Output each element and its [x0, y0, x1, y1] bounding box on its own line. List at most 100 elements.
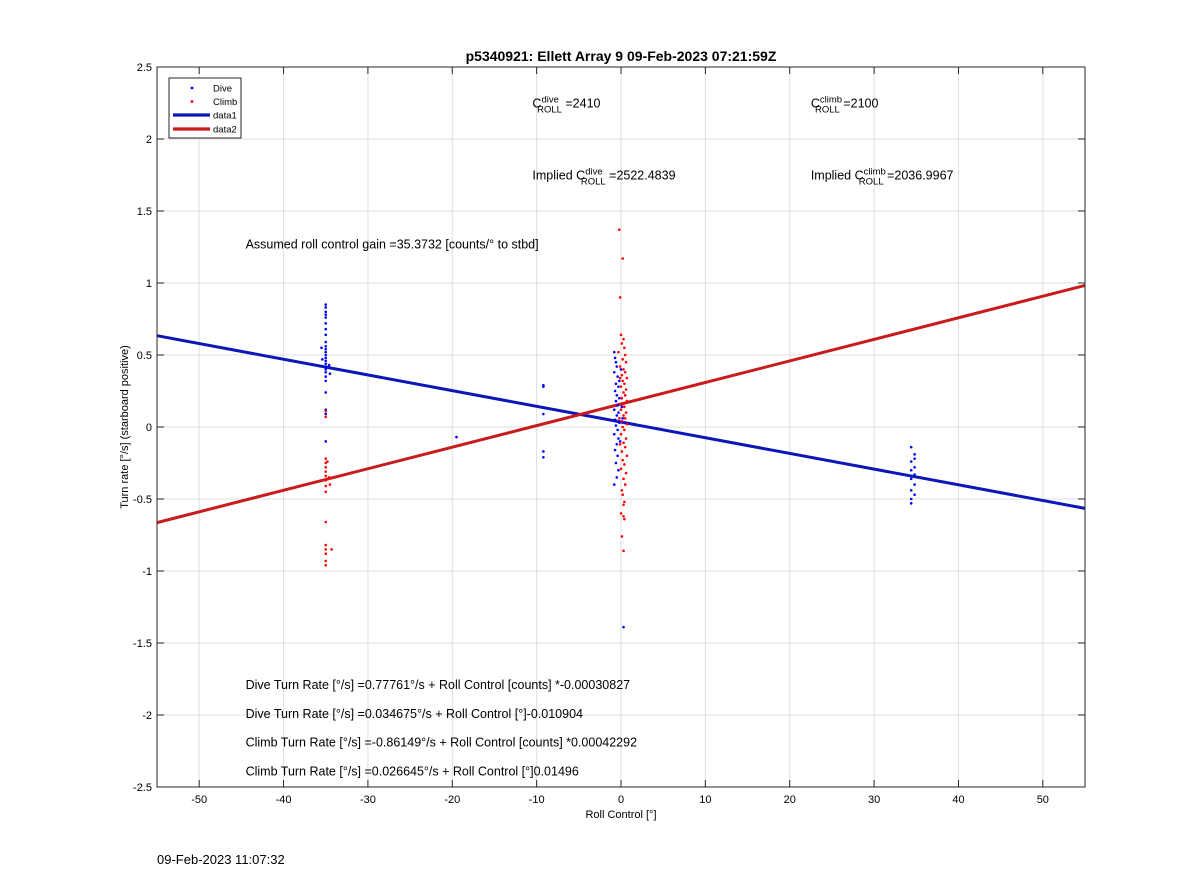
- point-climb: [625, 454, 629, 458]
- point-climb: [623, 428, 626, 432]
- point-dive: [913, 457, 916, 460]
- point-dive: [327, 363, 331, 367]
- point-dive: [542, 450, 545, 453]
- point-dive: [324, 359, 328, 363]
- point-dive: [617, 437, 620, 440]
- annotation-fit3: Climb Turn Rate [°/s] =-0.86149°/s + Rol…: [246, 736, 638, 750]
- point-dive: [613, 389, 617, 393]
- point-climb: [623, 353, 627, 357]
- point-climb: [620, 535, 624, 538]
- point-climb: [622, 368, 625, 371]
- point-climb: [328, 483, 332, 486]
- point-dive: [324, 347, 328, 351]
- point-climb: [330, 548, 333, 551]
- point-climb: [324, 466, 328, 469]
- annotation-gain: Assumed roll control gain =35.3732 [coun…: [246, 237, 539, 251]
- point-dive: [909, 489, 913, 492]
- point-climb: [622, 503, 625, 507]
- point-dive: [913, 493, 916, 496]
- point-climb: [618, 365, 622, 368]
- point-dive: [324, 306, 328, 309]
- point-dive: [615, 414, 619, 417]
- annotation-c_dive: Cdive ROLL =2410: [532, 94, 600, 115]
- y-tick-label: 1: [146, 278, 152, 290]
- point-dive: [617, 385, 620, 388]
- point-climb: [625, 399, 629, 403]
- legend: Dive Climb data1 data2: [168, 77, 242, 139]
- point-climb: [324, 520, 328, 524]
- point-dive: [324, 412, 328, 416]
- point-dive: [909, 445, 913, 449]
- point-climb: [619, 432, 623, 436]
- point-dive: [614, 399, 618, 403]
- point-climb: [622, 337, 625, 341]
- point-climb: [622, 391, 625, 394]
- y-tick-label: 2.5: [137, 62, 152, 74]
- point-climb: [624, 437, 628, 440]
- y-tick-label: 0.5: [137, 350, 152, 362]
- point-climb: [621, 458, 624, 462]
- y-tick-label: -1.5: [133, 638, 152, 650]
- point-climb: [623, 483, 627, 486]
- print-timestamp: 09-Feb-2023 11:07:32: [157, 852, 285, 867]
- point-climb: [624, 360, 628, 364]
- point-climb: [624, 471, 628, 475]
- point-climb: [623, 394, 627, 397]
- point-climb: [623, 417, 627, 420]
- point-dive: [321, 358, 324, 361]
- point-climb: [326, 460, 329, 463]
- y-tick-label: 2: [146, 134, 152, 146]
- point-dive: [455, 435, 458, 439]
- point-climb: [620, 396, 624, 400]
- annotation-fit2: Dive Turn Rate [°/s] =0.034675°/s + Roll…: [246, 707, 583, 721]
- point-climb: [623, 370, 627, 374]
- point-dive: [615, 442, 619, 446]
- point-dive: [324, 379, 328, 383]
- point-dive: [618, 440, 622, 443]
- point-climb: [622, 441, 625, 445]
- point-dive: [618, 421, 621, 424]
- y-tick-label: -1: [142, 566, 152, 578]
- point-climb: [620, 342, 624, 345]
- x-tick-label: -20: [444, 794, 460, 806]
- x-tick-label: 40: [952, 794, 964, 806]
- point-climb: [622, 414, 625, 417]
- point-dive: [612, 350, 616, 354]
- chart-title: p5340921: Ellett Array 9 09-Feb-2023 07:…: [466, 48, 777, 64]
- point-climb: [619, 408, 623, 412]
- point-climb: [624, 411, 628, 414]
- annotation-fit1: Dive Turn Rate [°/s] =0.77761°/s + Roll …: [246, 678, 631, 692]
- point-climb: [623, 382, 626, 386]
- y-tick-label: 1.5: [137, 206, 152, 218]
- point-dive: [909, 502, 913, 505]
- point-climb: [324, 484, 328, 488]
- fit-line-data2: [156, 283, 1086, 525]
- legend-data1-label: data1: [213, 111, 237, 122]
- point-dive: [618, 396, 621, 400]
- point-climb: [623, 517, 626, 521]
- annotation-implied_dive: Implied Cdive ROLL =2522.4839: [532, 166, 675, 187]
- point-climb: [621, 402, 624, 406]
- point-dive: [616, 428, 619, 432]
- legend-climb-label: Climb: [213, 97, 237, 108]
- x-tick-label: 10: [699, 794, 711, 806]
- point-dive: [324, 370, 328, 374]
- point-dive: [913, 466, 916, 469]
- point-climb: [622, 514, 625, 518]
- point-climb: [619, 467, 623, 471]
- plot-series: [156, 228, 1086, 629]
- point-dive: [613, 448, 617, 452]
- point-dive: [324, 440, 328, 443]
- point-dive: [324, 345, 328, 348]
- point-climb: [624, 388, 628, 391]
- point-climb: [621, 257, 624, 260]
- point-climb: [324, 474, 328, 478]
- point-climb: [324, 470, 328, 473]
- point-climb: [623, 445, 627, 449]
- point-dive: [324, 316, 328, 319]
- point-dive: [614, 424, 618, 427]
- point-climb: [621, 379, 624, 383]
- point-dive: [621, 417, 624, 420]
- point-climb: [620, 450, 624, 453]
